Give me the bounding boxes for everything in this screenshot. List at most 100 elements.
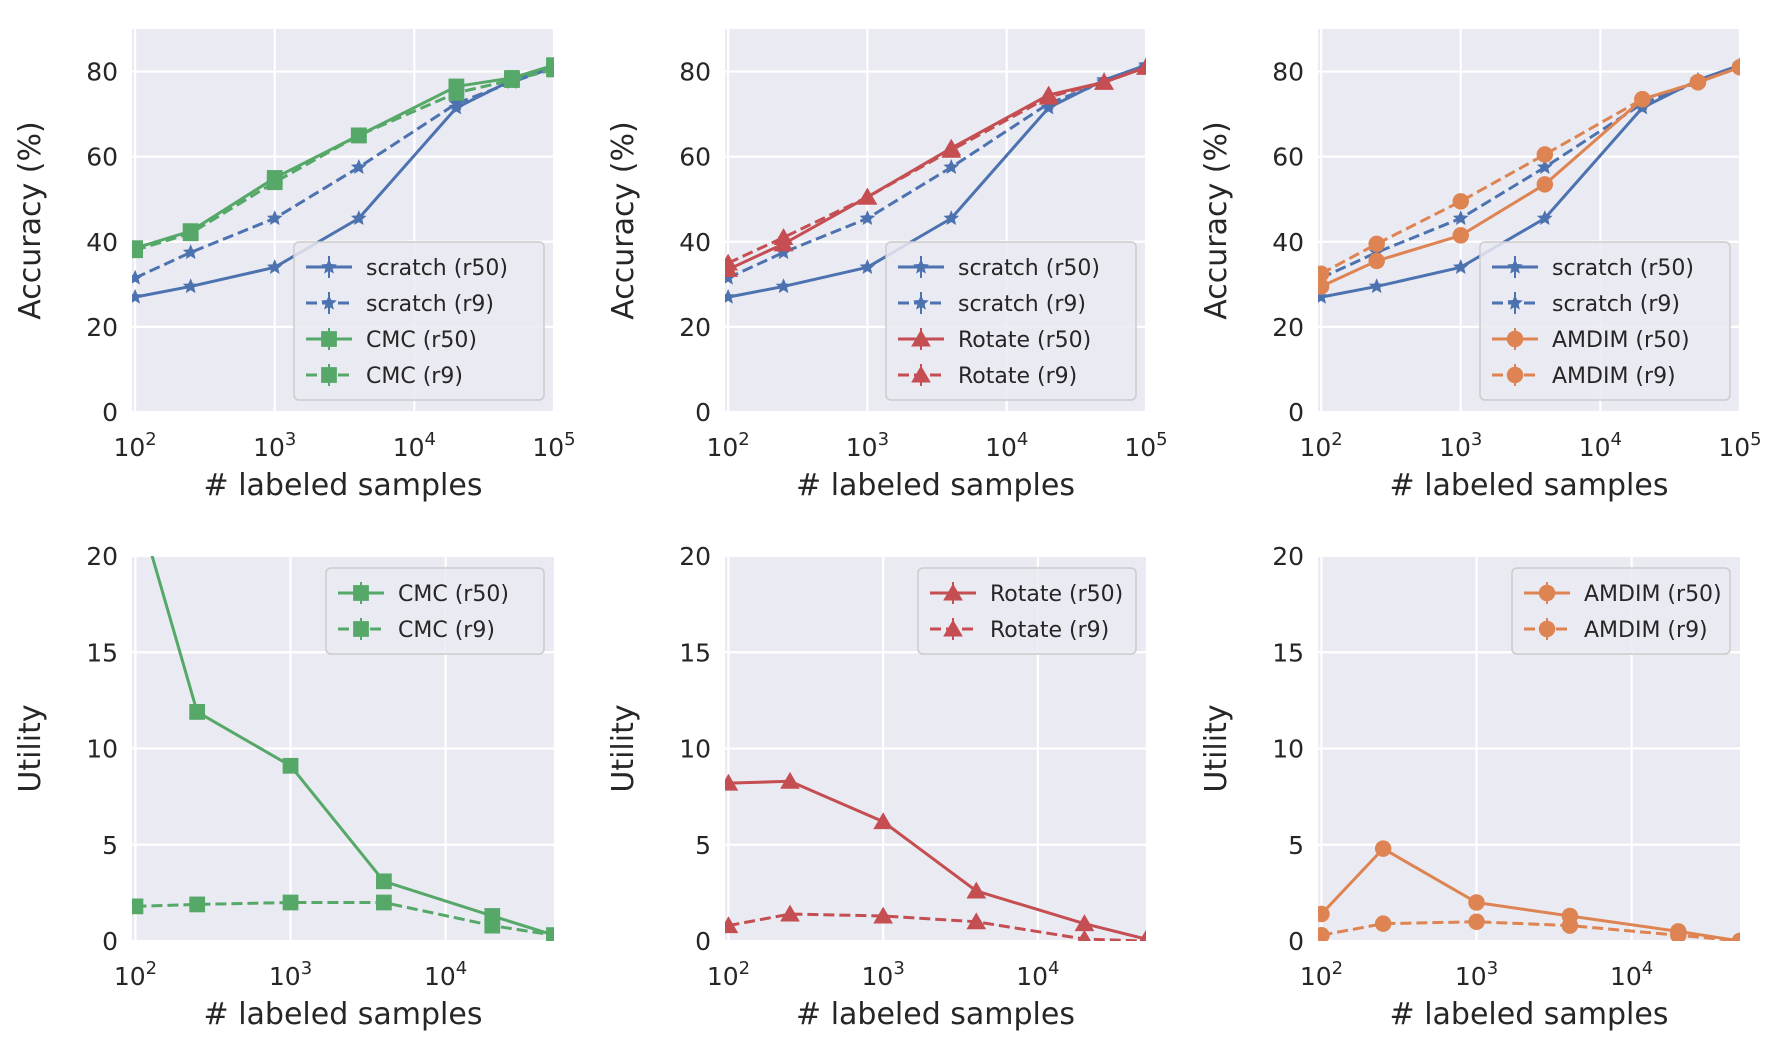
data-point	[1536, 210, 1553, 226]
legend-marker	[353, 621, 369, 637]
x-tick-label: 104	[1610, 958, 1653, 991]
data-point	[859, 259, 876, 274]
x-tick-label: 103	[269, 958, 312, 991]
y-tick-label: 20	[86, 542, 118, 571]
series-2	[1318, 913, 1740, 941]
y-tick-label: 40	[679, 228, 711, 257]
data-point	[282, 757, 299, 774]
series-4	[1318, 59, 1740, 282]
data-point	[1374, 915, 1392, 932]
data-point	[1536, 159, 1553, 174]
y-tick-label: 10	[679, 735, 711, 764]
legend-label: CMC (r50)	[366, 328, 477, 353]
y-tick-label: 0	[1288, 927, 1304, 956]
legend-label: AMDIM (r50)	[1584, 582, 1722, 607]
y-tick-label: 80	[679, 58, 711, 87]
x-tick-label: 104	[1016, 958, 1059, 991]
data-point	[350, 210, 367, 226]
data-point	[725, 288, 736, 304]
series-line	[1321, 920, 1740, 941]
y-tick-label: 20	[679, 542, 711, 571]
y-tick-label: 0	[1288, 398, 1304, 427]
data-point	[1452, 259, 1469, 274]
x-tick-label: 103	[1455, 958, 1498, 991]
legend-label: CMC (r9)	[398, 618, 495, 643]
x-tick-label: 104	[424, 958, 467, 991]
chart-panel-4: 0 5 10 15 20 102 103 104 # labeled samples Utilit…	[13, 490, 554, 1032]
series-group	[128, 490, 554, 941]
data-point	[1038, 87, 1059, 105]
y-tick-label: 5	[695, 831, 711, 860]
y-tick-label: 60	[679, 143, 711, 172]
series-line	[150, 556, 554, 937]
series-group	[1318, 840, 1740, 941]
data-point	[1136, 57, 1146, 75]
legend: Rotate (r50) Rotate (r9)	[917, 567, 1137, 655]
legend-label: Rotate (r50)	[958, 328, 1091, 353]
legend-marker	[913, 258, 929, 274]
data-point	[1536, 146, 1554, 163]
data-point	[773, 228, 794, 246]
y-axis-label: Utility	[606, 704, 641, 792]
data-point	[266, 174, 283, 191]
legend-marker	[913, 294, 929, 310]
legend-label: AMDIM (r9)	[1552, 364, 1676, 389]
legend-marker	[1507, 294, 1523, 310]
x-tick-label: 102	[114, 958, 157, 991]
legend-box	[885, 241, 1137, 401]
chart-panel-5: 0 5 10 15 20 102 103 104 # labeled samples Utilit…	[606, 542, 1146, 1032]
data-point	[189, 896, 206, 913]
series-group	[1318, 56, 1740, 304]
data-point	[504, 72, 520, 88]
data-point	[448, 95, 465, 111]
data-point	[725, 773, 739, 791]
series-line	[728, 779, 1146, 941]
data-point	[128, 490, 144, 506]
data-point	[1374, 840, 1392, 857]
data-point	[1452, 193, 1469, 210]
y-axis-label: Utility	[13, 704, 48, 792]
data-point	[1094, 72, 1114, 90]
data-point	[448, 84, 465, 101]
data-point	[132, 269, 143, 285]
data-point	[266, 210, 283, 226]
legend-label: Rotate (r9)	[958, 364, 1077, 389]
legend-box	[293, 241, 545, 401]
data-point	[780, 904, 800, 922]
legend: AMDIM (r50) AMDIM (r9)	[1511, 567, 1731, 655]
data-point	[1140, 931, 1146, 941]
legend: scratch (r50) scratch (r9) Rotate (r50) Rot…	[885, 241, 1137, 401]
data-point	[282, 894, 299, 911]
data-point	[941, 140, 962, 158]
data-point	[1536, 176, 1554, 193]
series-group	[132, 56, 554, 304]
data-point	[1368, 278, 1385, 294]
data-point	[857, 187, 878, 205]
legend: CMC (r50) CMC (r9)	[325, 567, 545, 655]
y-tick-label: 0	[695, 398, 711, 427]
x-axis-label: # labeled samples	[204, 997, 483, 1032]
y-tick-label: 60	[1272, 143, 1304, 172]
data-point	[873, 812, 893, 830]
series-line	[135, 901, 554, 937]
data-point	[725, 253, 738, 271]
data-point	[1468, 894, 1485, 911]
x-axis-label: # labeled samples	[796, 468, 1075, 503]
x-tick-label: 104	[985, 429, 1028, 462]
x-axis-label: # labeled samples	[1390, 468, 1669, 503]
data-point	[775, 278, 792, 294]
y-axis-label: Accuracy (%)	[13, 121, 48, 319]
data-point	[189, 704, 206, 720]
data-point	[1634, 90, 1651, 108]
x-tick-label: 105	[532, 429, 575, 462]
data-point	[859, 210, 876, 226]
chart-panel-6: 0 5 10 15 20 102 103 104 # labeled samples Utilit…	[1199, 542, 1740, 1032]
series-1	[725, 771, 1146, 941]
x-tick-label: 105	[1718, 429, 1761, 462]
legend-marker	[1506, 330, 1524, 348]
data-point	[1452, 210, 1469, 226]
legend-label: AMDIM (r50)	[1552, 328, 1690, 353]
chart-panel-1: 0 20 40 60 80 102 103 104 105 # labeled samples Ac…	[13, 29, 576, 503]
data-point	[132, 288, 143, 304]
